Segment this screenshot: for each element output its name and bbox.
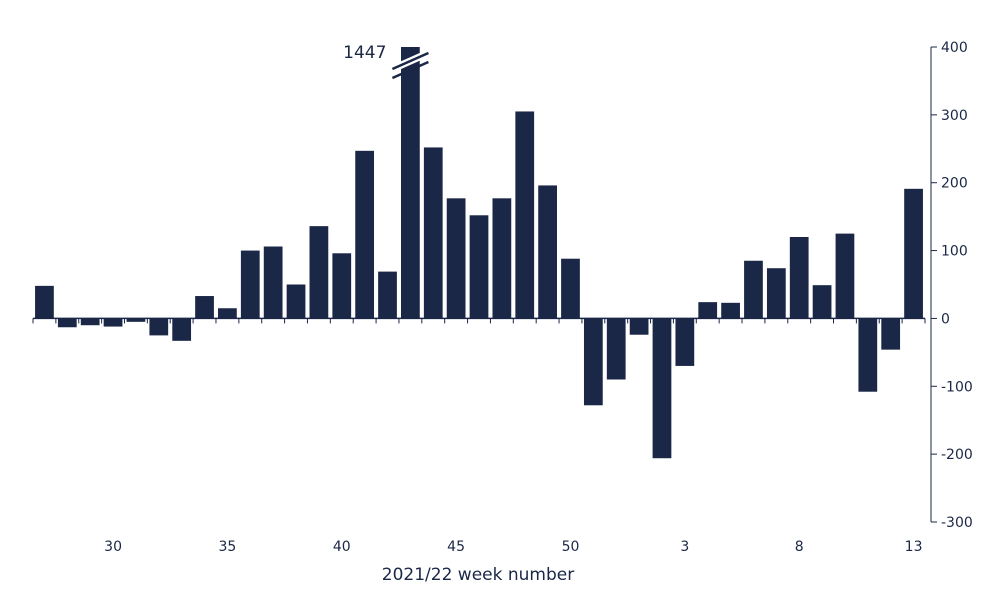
x-tick-label: 35	[218, 539, 236, 555]
bar-week-47	[492, 198, 512, 319]
x-tick-label: 30	[104, 539, 122, 555]
bar-week-3	[675, 318, 695, 366]
x-tick-label: 3	[680, 539, 689, 555]
bar-week-41	[355, 150, 375, 319]
bar-week-13	[904, 188, 923, 319]
bar-week-31	[126, 318, 146, 322]
bar-week-4	[698, 302, 718, 319]
bar-week-51	[583, 318, 603, 406]
bar-week-48	[515, 111, 535, 319]
bar-week-43	[401, 47, 420, 319]
x-tick-label: 8	[795, 539, 804, 555]
y-tick-label: 300	[941, 108, 968, 124]
bar-week-50	[561, 258, 580, 319]
x-axis-title: 2021/22 week number	[382, 565, 574, 585]
x-tick-label: 40	[333, 539, 351, 555]
x-tick-label: 50	[562, 539, 580, 555]
bar-week-39	[309, 226, 329, 319]
axis-break-mark	[390, 49, 430, 80]
bar-week-32	[149, 318, 169, 336]
x-tick-label: 45	[447, 539, 465, 555]
bar-week-36	[240, 250, 260, 319]
bar-week-2	[652, 318, 672, 459]
y-tick-label: 100	[941, 244, 968, 260]
bar-week-12	[881, 318, 901, 350]
bar-week-28	[57, 318, 77, 328]
bar-week-30	[103, 318, 123, 327]
bar-week-46	[469, 215, 489, 319]
bar-week-38	[286, 284, 306, 319]
bar-week-33	[172, 318, 192, 341]
bar-week-49	[538, 185, 557, 319]
y-tick-label: -200	[941, 447, 973, 463]
bar-week-42	[378, 271, 397, 319]
bar-week-8	[789, 237, 809, 319]
bar-week-1	[629, 318, 649, 335]
bar-week-34	[195, 296, 214, 319]
bar-week-52	[606, 318, 626, 380]
bar-week-44	[423, 147, 443, 319]
bar-week-45	[446, 198, 466, 319]
bar-week-9	[812, 285, 832, 319]
bar-week-10	[835, 233, 855, 319]
bar-week-6	[744, 260, 763, 319]
y-tick-label: -100	[941, 379, 973, 395]
bar-week-27	[35, 285, 54, 319]
bar-week-40	[332, 253, 352, 319]
bar-week-11	[858, 318, 878, 392]
bar-week-7	[766, 268, 786, 319]
y-tick-label: 200	[941, 176, 968, 192]
bar-week-5	[721, 302, 740, 319]
annotation-label: 1447	[343, 43, 386, 63]
y-tick-label: -300	[941, 515, 973, 531]
x-tick-label: 13	[905, 539, 923, 555]
y-tick-label: 400	[941, 40, 968, 56]
bar-week-37	[263, 246, 283, 319]
bar-week-29	[80, 318, 100, 326]
y-tick-label: 0	[941, 311, 950, 327]
bar-week-35	[218, 308, 237, 319]
